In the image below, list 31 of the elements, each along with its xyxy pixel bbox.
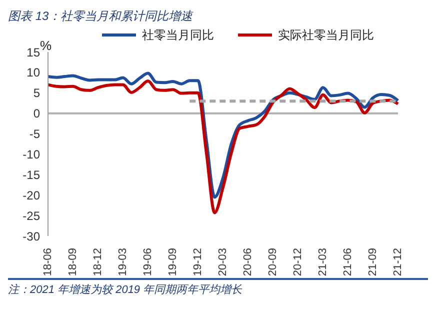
- y-tick-label: 0: [33, 106, 40, 121]
- legend-label: 实际社零当月同比: [278, 26, 374, 44]
- legend-label: 社零当月同比: [142, 26, 214, 44]
- x-tick-label: 20-06: [242, 248, 254, 276]
- x-tick-label: 21-03: [317, 248, 329, 276]
- y-tick-label: 15: [26, 45, 40, 60]
- chart-title: 图表 13：社零当月和累计同比增速: [8, 8, 194, 25]
- x-tick-label: 18-09: [67, 248, 79, 276]
- x-tick-label: 20-03: [217, 248, 229, 276]
- x-tick-label: 19-06: [142, 248, 154, 276]
- line-series: [46, 80, 400, 214]
- x-tick-label: 21-09: [367, 248, 379, 276]
- y-tick-label: -30: [22, 229, 40, 244]
- y-tick-label: -20: [22, 188, 40, 202]
- y-tick-label: -5: [29, 127, 40, 142]
- x-tick-label: 20-12: [292, 248, 304, 276]
- x-tick-label: 19-03: [117, 248, 129, 276]
- x-tick-label: 19-09: [167, 248, 179, 276]
- y-tick-label: -25: [22, 208, 40, 223]
- y-tick-label: 5: [33, 86, 40, 100]
- y-tick-label: -10: [22, 147, 40, 162]
- y-tick-label: 10: [26, 66, 40, 80]
- x-tick-label: 19-12: [192, 248, 204, 276]
- y-tick-label: -15: [22, 168, 40, 182]
- text: 注：2021 年增速为较 2019 年同期两年平均增长: [8, 282, 244, 297]
- x-tick-label: 18-06: [42, 248, 54, 276]
- x-tick-label: 20-09: [267, 248, 279, 276]
- x-tick-label: 18-12: [92, 248, 104, 276]
- x-tick-label: 21-06: [342, 248, 354, 276]
- y-axis-title: %: [40, 38, 52, 53]
- x-tick-label: 21-12: [392, 248, 404, 276]
